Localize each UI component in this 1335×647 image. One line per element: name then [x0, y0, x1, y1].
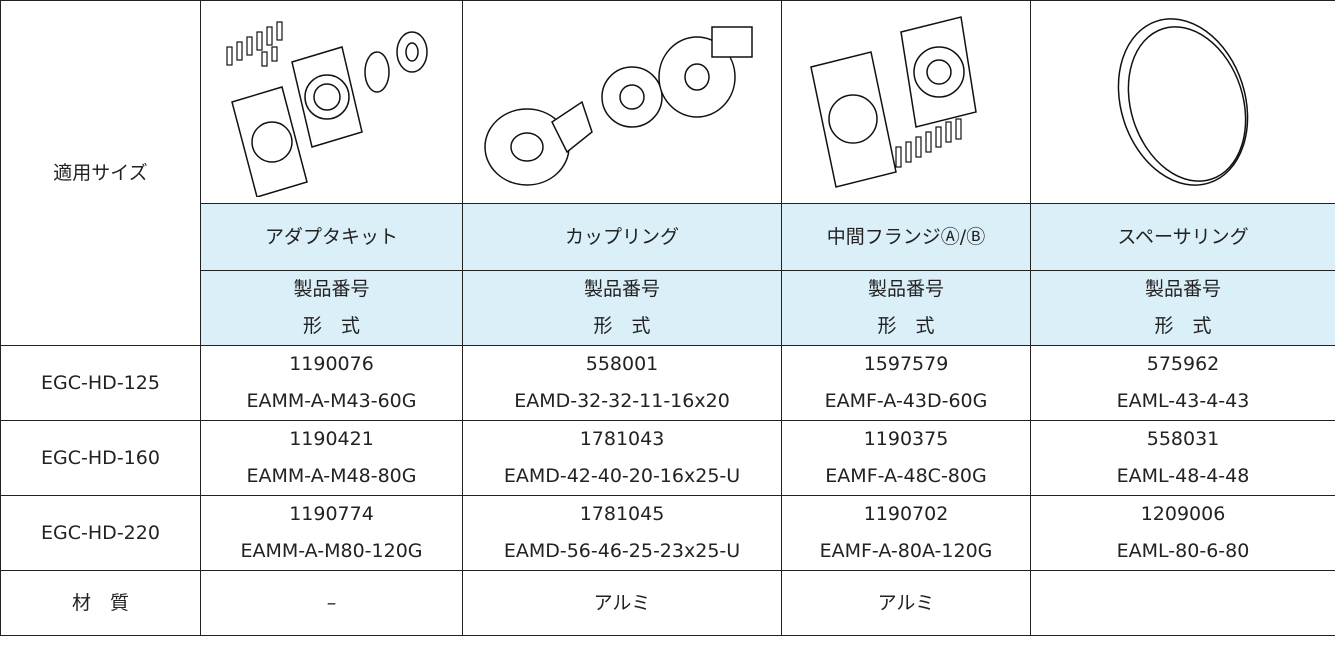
image-cell: [1030, 0, 1335, 204]
model-label: 形 式: [1154, 315, 1212, 337]
model: EAMF-A-48C-80G: [825, 465, 987, 487]
item-cell: 558001 EAMD-32-32-11-16x20: [462, 345, 782, 421]
product-number: 575962: [1146, 353, 1220, 375]
model-label: 形 式: [302, 315, 360, 337]
product-name: スペーサリング: [1030, 203, 1335, 271]
item-cell: 1190375 EAMF-A-48C-80G: [781, 420, 1031, 496]
number-label: 製品番号: [867, 278, 944, 300]
material-value: [1030, 570, 1335, 636]
name-row: アダプタキット カップリング 中間フランジⒶ/Ⓑ スペーサリング: [1, 203, 1335, 271]
model-label: 形 式: [593, 315, 651, 337]
adapter-kit-image: [225, 21, 428, 197]
item-cell: 1597579 EAMF-A-43D-60G: [781, 345, 1031, 421]
image-cell: [781, 0, 1031, 204]
image-row: 適用サイズ: [0, 0, 1335, 346]
item-cell: 1190702 EAMF-A-80A-120G: [781, 495, 1031, 571]
product-number: 1209006: [1140, 503, 1226, 525]
size-label: 適用サイズ: [0, 0, 201, 346]
product-number: 1190774: [289, 503, 374, 525]
material-value: –: [200, 570, 463, 636]
image-cell: [200, 0, 463, 204]
model: EAMF-A-43D-60G: [824, 390, 988, 412]
product-number: 1781043: [579, 428, 665, 450]
flange-image: [810, 16, 977, 188]
model: EAMD-42-40-20-16x25-U: [503, 465, 741, 487]
material-label: 材 質: [0, 570, 201, 636]
product-number: 1190076: [289, 353, 374, 375]
model-label: 形 式: [877, 315, 935, 337]
model: EAML-80-6-80: [1116, 540, 1250, 562]
number-label: 製品番号: [293, 278, 370, 300]
product-number: 1190375: [863, 428, 949, 450]
item-cell: 575962 EAML-43-4-43: [1030, 345, 1335, 421]
item-cell: 1190421 EAMM-A-M48-80G: [200, 420, 463, 496]
data-row: EGC-HD-160 1190421 EAMM-A-M48-80G 1781043 EA…: [0, 420, 1335, 496]
item-cell: 1781043 EAMD-42-40-20-16x25-U: [462, 420, 782, 496]
product-number: 1190421: [289, 428, 374, 450]
product-name: カップリング: [462, 203, 782, 271]
model: EAMF-A-80A-120G: [819, 540, 993, 562]
size: EGC-HD-220: [0, 495, 201, 571]
item-cell: 1209006 EAML-80-6-80: [1030, 495, 1335, 571]
model: EAMD-32-32-11-16x20: [514, 390, 730, 412]
coupling-image: [484, 26, 753, 186]
spacer-ring-image: [1117, 18, 1249, 186]
size: EGC-HD-125: [0, 345, 201, 421]
item-cell: 558031 EAML-48-4-48: [1030, 420, 1335, 496]
item-cell: 1190076 EAMM-A-M43-60G: [200, 345, 463, 421]
size: EGC-HD-160: [0, 420, 201, 496]
product-number: 558001: [585, 353, 659, 375]
model: EAMD-56-46-25-23x25-U: [503, 540, 741, 562]
product-name: アダプタキット: [200, 203, 463, 271]
model: EAMM-A-M80-120G: [240, 540, 423, 562]
material-value: アルミ: [462, 570, 782, 636]
label-cell: 製品番号形 式: [1030, 270, 1335, 346]
product-number: 1190702: [863, 503, 949, 525]
label-cell: 製品番号形 式: [200, 270, 463, 346]
data-row: EGC-HD-220 1190774 EAMM-A-M80-120G 1781045 E…: [0, 495, 1335, 571]
material-row: 材 質 – アルミ アルミ: [0, 570, 1335, 636]
model: EAML-48-4-48: [1116, 465, 1250, 487]
number-label: 製品番号: [1144, 278, 1221, 300]
product-number: 1781045: [579, 503, 665, 525]
item-cell: 1190774 EAMM-A-M80-120G: [200, 495, 463, 571]
label-cell: 製品番号形 式: [781, 270, 1031, 346]
model: EAMM-A-M48-80G: [246, 465, 417, 487]
model: EAMM-A-M43-60G: [246, 390, 417, 412]
number-label: 製品番号: [583, 278, 660, 300]
label-row: 製品番号形 式製品番号形 式製品番号形 式製品番号形 式: [1, 270, 1335, 346]
item-cell: 1781045 EAMD-56-46-25-23x25-U: [462, 495, 782, 571]
material-value: アルミ: [781, 570, 1031, 636]
model: EAML-43-4-43: [1116, 390, 1250, 412]
product-number: 1597579: [863, 353, 949, 375]
data-row: EGC-HD-125 1190076 EAMM-A-M43-60G 558001 EAM…: [0, 345, 1335, 421]
product-name: 中間フランジⒶ/Ⓑ: [781, 203, 1031, 271]
image-cell: [462, 0, 782, 204]
product-number: 558031: [1146, 428, 1220, 450]
label-cell: 製品番号形 式: [462, 270, 782, 346]
